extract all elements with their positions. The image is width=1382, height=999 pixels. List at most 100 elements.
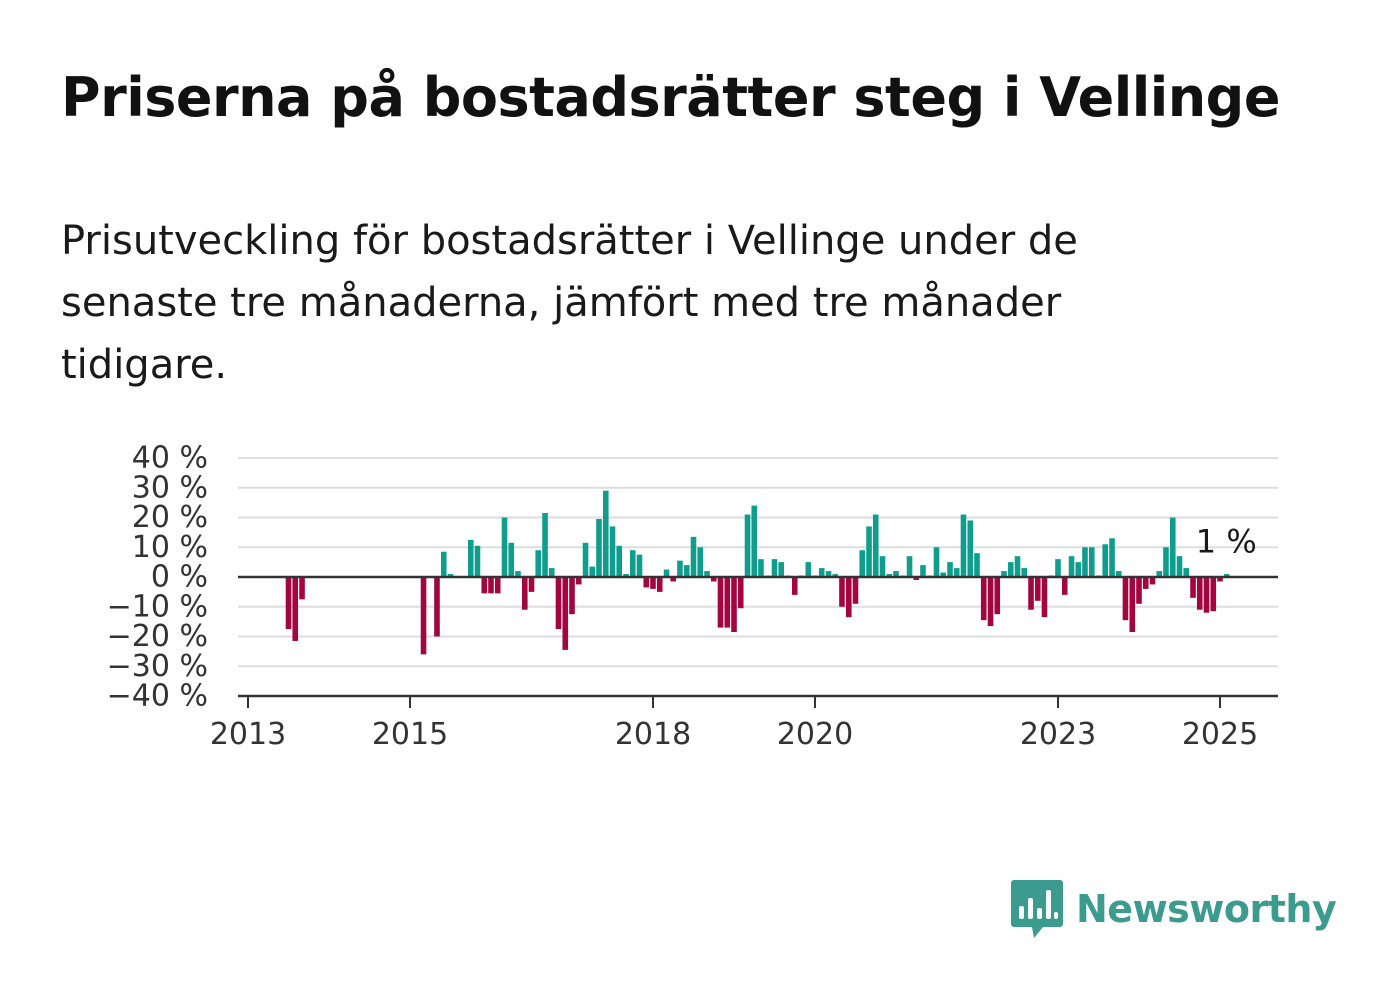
bar <box>623 574 629 577</box>
bar <box>893 571 899 577</box>
bar <box>758 559 764 577</box>
bar <box>1055 559 1061 577</box>
bar <box>420 577 427 655</box>
bar <box>292 577 299 641</box>
bar <box>434 577 440 637</box>
bar <box>913 577 920 580</box>
bar <box>1156 571 1163 577</box>
bar <box>1014 556 1021 577</box>
bar <box>1068 556 1075 577</box>
bar <box>1163 547 1169 577</box>
bar <box>683 565 690 577</box>
x-tick-label: 2025 <box>1182 717 1258 752</box>
bar <box>528 577 535 592</box>
bar <box>596 518 602 577</box>
bar <box>555 577 562 630</box>
bar <box>481 577 488 594</box>
bar <box>704 571 710 577</box>
x-tick-label: 2018 <box>615 717 691 752</box>
bar <box>548 568 555 577</box>
bar <box>1028 577 1034 610</box>
bar <box>987 577 994 627</box>
bar <box>440 551 447 577</box>
bar <box>953 568 960 577</box>
bar <box>467 539 474 577</box>
bar <box>1102 544 1109 577</box>
y-tick-label: 0 % <box>151 560 208 595</box>
bar <box>1088 547 1095 577</box>
bar <box>1136 577 1142 604</box>
bar <box>501 517 508 577</box>
bar <box>1021 568 1028 577</box>
bar <box>1203 577 1210 613</box>
chart-title: Priserna på bostadsrätter steg i Velling… <box>61 66 1280 129</box>
bar <box>920 565 926 577</box>
bar <box>1210 577 1217 612</box>
x-tick-label: 2013 <box>210 717 286 752</box>
bar <box>677 560 683 577</box>
bar <box>602 490 609 577</box>
bar <box>906 556 913 577</box>
bar <box>508 542 515 577</box>
bar <box>616 545 623 577</box>
bar <box>636 554 643 577</box>
bar <box>1169 517 1176 577</box>
bar <box>947 562 953 577</box>
bar <box>832 574 839 577</box>
bar <box>1041 577 1048 618</box>
bar <box>1142 577 1149 589</box>
newsworthy-logo-icon <box>1011 880 1063 938</box>
bar <box>879 556 886 577</box>
bar <box>1109 538 1115 577</box>
bar <box>980 577 987 621</box>
y-tick-label: 40 % <box>132 441 208 476</box>
bar <box>737 577 744 609</box>
bar <box>697 547 704 577</box>
bar <box>474 545 481 577</box>
bar <box>1034 577 1041 601</box>
brand-logo: Newsworthy <box>1010 878 1337 940</box>
x-tick-label: 2023 <box>1020 717 1096 752</box>
bar <box>744 514 751 577</box>
brand-name: Newsworthy <box>1076 887 1337 931</box>
bar <box>690 536 697 577</box>
bar <box>285 577 292 630</box>
bar <box>488 577 494 594</box>
bar <box>731 577 737 633</box>
bar <box>575 577 582 585</box>
bar <box>710 577 717 582</box>
last-value-label: 1 % <box>1196 522 1257 560</box>
bar <box>656 577 663 592</box>
bar <box>771 559 778 577</box>
chart-subtitle: Prisutveckling för bostadsrätter i Velli… <box>61 218 1078 388</box>
bar <box>542 513 548 577</box>
bar <box>1061 577 1068 595</box>
bar <box>933 547 940 577</box>
bar <box>1223 574 1230 577</box>
bar <box>967 520 974 577</box>
bar <box>582 542 589 577</box>
bar <box>866 526 872 577</box>
bar <box>1075 562 1082 577</box>
bar <box>609 526 616 577</box>
bar <box>845 577 852 618</box>
bar <box>886 574 893 577</box>
bar <box>535 550 542 577</box>
y-tick-label: 30 % <box>132 470 208 505</box>
bar <box>650 577 656 589</box>
bar <box>515 571 521 577</box>
bar <box>1196 577 1203 610</box>
bar <box>839 577 845 607</box>
bar <box>974 553 980 577</box>
bar <box>1217 577 1223 582</box>
x-tick-label: 2015 <box>372 717 448 752</box>
bar <box>1001 571 1007 577</box>
bar <box>791 577 798 595</box>
bar <box>447 574 454 577</box>
bar <box>670 577 677 582</box>
bar <box>494 577 501 594</box>
y-tick-label: −40 % <box>107 679 208 714</box>
bar <box>663 569 670 577</box>
bar <box>960 514 967 577</box>
bar <box>825 571 832 577</box>
